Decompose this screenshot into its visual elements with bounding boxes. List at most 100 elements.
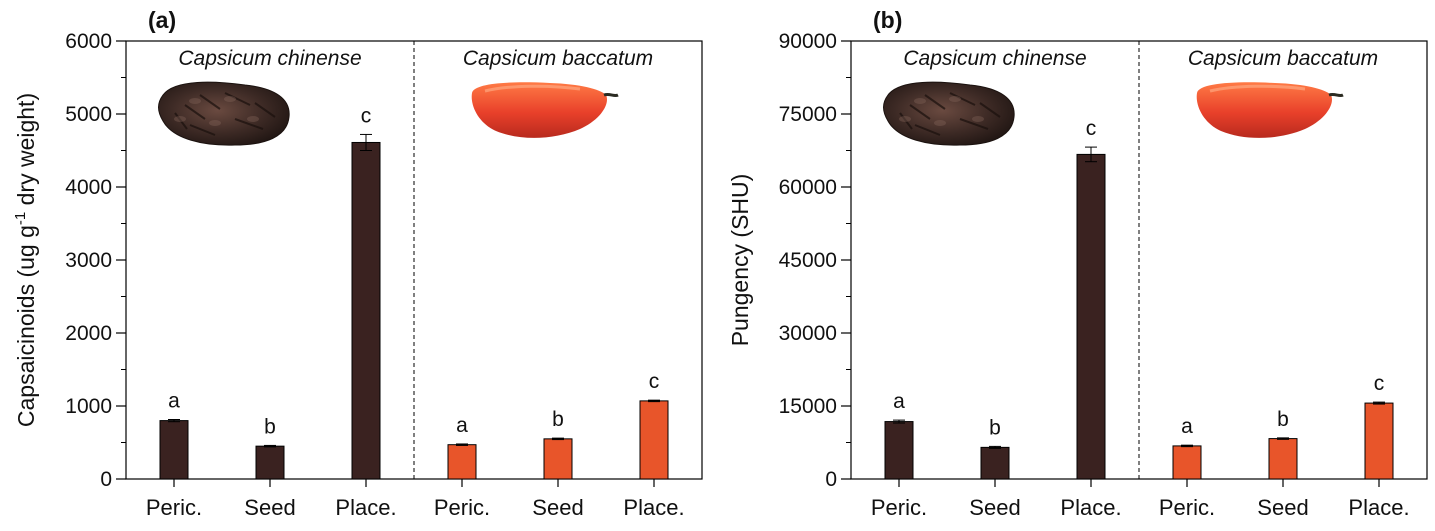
y-tick-label: 30000 xyxy=(779,322,837,345)
y-tick-label: 90000 xyxy=(779,30,837,53)
x-tick-label: Seed xyxy=(532,495,583,520)
significance-letter: a xyxy=(168,390,180,413)
y-tick-label: 2000 xyxy=(65,322,112,345)
y-tick-label: 4000 xyxy=(65,176,112,199)
dark-pepper-wrinkle xyxy=(254,102,276,118)
significance-letter: c xyxy=(1374,372,1385,395)
bar xyxy=(1364,402,1394,480)
red-pepper-stem xyxy=(603,92,619,98)
y-tick-label: 6000 xyxy=(65,30,112,53)
x-tick-label: Peric. xyxy=(1159,495,1215,520)
x-tick-label: Peric. xyxy=(434,495,490,520)
y-tick-label: 75000 xyxy=(779,103,837,126)
dark-pepper-wrinkle xyxy=(174,112,188,130)
y-tick-label: 15000 xyxy=(779,395,837,418)
red-chili-photo xyxy=(1196,82,1344,138)
y-tick-label: 3000 xyxy=(65,249,112,272)
dark-pepper-body xyxy=(883,81,1015,146)
x-tick-label: Place. xyxy=(623,495,684,520)
y-tick-label: 0 xyxy=(825,468,837,491)
x-tick-label: Place. xyxy=(1060,495,1121,520)
red-pepper-shine xyxy=(1209,84,1306,93)
y-tick-label: 0 xyxy=(100,468,112,491)
panel-b: (b) 0 15000 30000 45000 60000 75000 90000 Pungen… xyxy=(727,7,1428,520)
red-pepper-body xyxy=(471,82,607,138)
significance-letter: a xyxy=(456,414,468,437)
significance-letter: b xyxy=(552,408,564,431)
dark-pepper-highlight xyxy=(914,98,926,104)
x-tick-label: Place. xyxy=(335,495,396,520)
dark-pepper-wrinkle xyxy=(949,92,976,106)
species-label: Capsicum baccatum xyxy=(1188,47,1378,70)
y-tick-label: 5000 xyxy=(65,103,112,126)
y-axis-title-main: Capsaicinoids (ug g xyxy=(13,225,39,427)
red-pepper-body xyxy=(1196,82,1332,138)
dark-pepper-highlight xyxy=(949,96,961,102)
y-axis-title-superscript: -1 xyxy=(12,212,29,225)
species-label: Capsicum chinense xyxy=(903,47,1086,70)
dark-pepper-wrinkle xyxy=(959,118,989,130)
x-tick-label: Peric. xyxy=(146,495,202,520)
bar xyxy=(980,446,1010,480)
x-tick-label: Seed xyxy=(969,495,1020,520)
dark-pepper-highlight xyxy=(209,120,221,126)
dark-pepper-highlight xyxy=(972,116,984,122)
dark-pepper-wrinkle xyxy=(199,94,221,110)
significance-letter: a xyxy=(893,390,905,413)
y-tick-label: 60000 xyxy=(779,176,837,199)
dried-dark-chili-photo xyxy=(158,81,290,146)
dark-pepper-highlight xyxy=(174,116,186,122)
bar xyxy=(639,400,669,480)
panel-label: (a) xyxy=(148,7,176,33)
bar xyxy=(255,445,285,480)
y-axis-title-main: Pungency (SHU) xyxy=(727,174,753,347)
red-pepper-stem xyxy=(1328,92,1344,98)
bar xyxy=(884,421,914,480)
dark-pepper-wrinkle xyxy=(924,94,946,110)
dark-pepper-wrinkle xyxy=(909,104,931,120)
panel-a: (a) 0 1000 2000 3000 4000 5000 6000 Capsaicinoid… xyxy=(12,7,703,520)
dark-pepper-wrinkle xyxy=(914,124,941,136)
species-label: Capsicum baccatum xyxy=(463,47,653,70)
significance-letter: b xyxy=(264,415,276,438)
bar xyxy=(159,420,189,480)
dark-pepper-wrinkle xyxy=(979,102,1001,118)
x-tick-label: Seed xyxy=(1257,495,1308,520)
dark-pepper-highlight xyxy=(224,96,236,102)
significance-letter: b xyxy=(1277,408,1289,431)
dark-pepper-wrinkle xyxy=(899,112,913,130)
dark-pepper-highlight xyxy=(934,120,946,126)
species-label: Capsicum chinense xyxy=(178,47,361,70)
significance-letter: c xyxy=(1086,117,1097,140)
y-tick-label: 1000 xyxy=(65,395,112,418)
y-tick-label: 45000 xyxy=(779,249,837,272)
dark-pepper-wrinkle xyxy=(189,124,216,136)
y-axis-title: Capsaicinoids (ug g-1 dry weight) xyxy=(12,93,39,427)
dark-pepper-highlight xyxy=(189,98,201,104)
significance-letter: c xyxy=(649,370,660,393)
bar xyxy=(447,444,477,480)
dried-dark-chili-photo xyxy=(883,81,1015,146)
red-chili-photo xyxy=(471,82,619,138)
dark-pepper-highlight xyxy=(247,116,259,122)
significance-letter: c xyxy=(361,104,372,127)
dark-pepper-body xyxy=(158,81,290,146)
dark-pepper-wrinkle xyxy=(224,92,251,106)
bar xyxy=(543,438,573,480)
panel-label: (b) xyxy=(873,7,902,33)
dark-pepper-wrinkle xyxy=(184,104,206,120)
significance-letter: a xyxy=(1181,415,1193,438)
significance-letter: b xyxy=(989,416,1001,439)
dark-pepper-highlight xyxy=(899,116,911,122)
bar xyxy=(351,141,381,480)
bar xyxy=(1076,153,1106,480)
bar xyxy=(1172,445,1202,480)
x-tick-label: Seed xyxy=(244,495,295,520)
x-tick-label: Peric. xyxy=(871,495,927,520)
dark-pepper-wrinkle xyxy=(234,118,264,130)
x-tick-label: Place. xyxy=(1348,495,1409,520)
red-pepper-shine xyxy=(484,84,581,93)
y-axis-title-tail: dry weight) xyxy=(13,93,39,212)
bar xyxy=(1268,438,1298,480)
